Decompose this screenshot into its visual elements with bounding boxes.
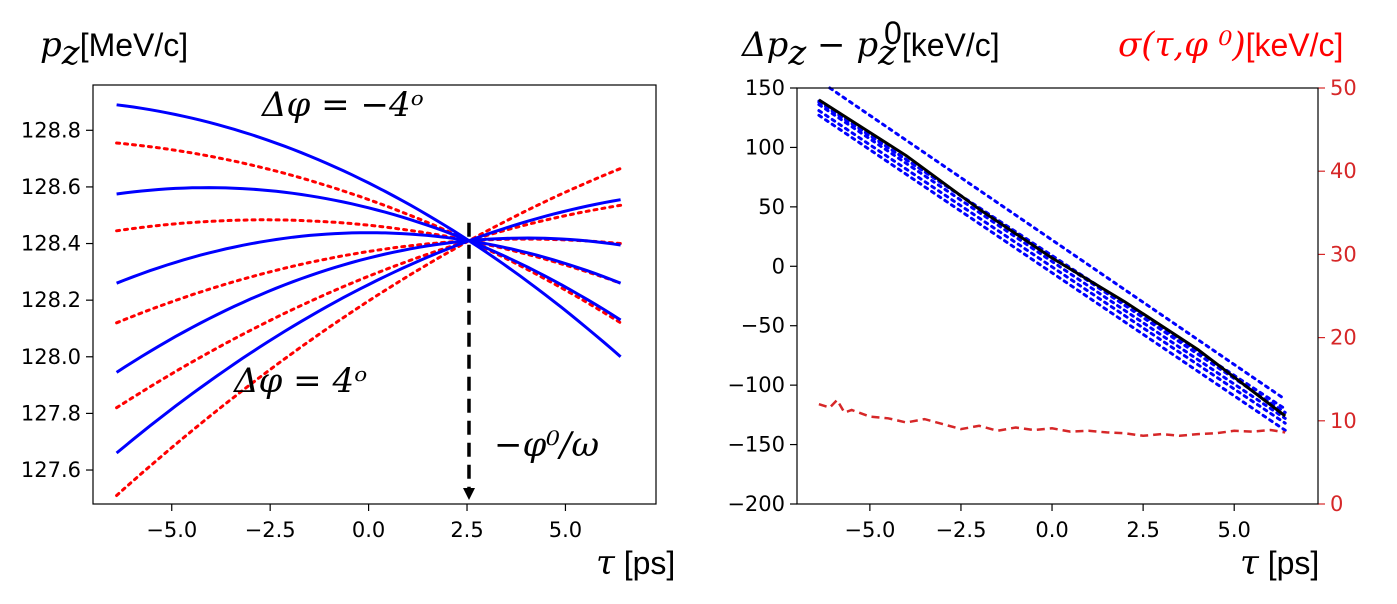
right-y2tick-label: 30 <box>1330 242 1357 266</box>
right-y2tick-label: 50 <box>1330 76 1357 100</box>
right-ylabel-secondary: σ(τ,φ ⁰)[keV/c] <box>1118 25 1343 65</box>
right-ytick-label: −200 <box>727 492 785 516</box>
left-dotted-series-1 <box>115 218 623 285</box>
left-axis-ticks: −5.0 −2.5 0.0 2.5 5.0 127.6 127.8 128.0 128.2 128… <box>21 118 582 542</box>
right-xtick-label: 5.0 <box>1217 518 1250 542</box>
right-chart: Δpz − pz0[keV/c] σ(τ,φ ⁰)[keV/c] −5.0 −2.… <box>727 15 1356 583</box>
right-xtick-label: −2.5 <box>935 518 986 542</box>
left-series-group <box>115 103 623 497</box>
pivot-arrow <box>462 222 475 500</box>
left-dotted-series-3 <box>115 203 623 410</box>
left-xtick-label: 0.0 <box>352 518 385 542</box>
left-plot-frame <box>92 84 657 505</box>
left-solid-series-4 <box>115 198 621 455</box>
right-ytick-label: 100 <box>745 135 785 159</box>
right-dotted-series-0 <box>817 103 1287 420</box>
right-dotted-series-3 <box>817 109 1287 425</box>
right-y2tick-label: 10 <box>1330 409 1357 433</box>
right-xlabel: τ [ps] <box>1240 543 1319 583</box>
left-xtick-label: −2.5 <box>245 518 296 542</box>
right-xtick-label: 0.0 <box>1035 518 1068 542</box>
right-axis-ticks: −5.0 −2.5 0.0 2.5 5.0−200−150−100−5005010015… <box>727 76 1356 542</box>
left-ytick-label: 128.6 <box>21 175 81 199</box>
annotation-bottom: Δφ = 4ᵒ <box>232 361 367 401</box>
right-ytick-label: −100 <box>727 373 785 397</box>
left-xtick-label: 5.0 <box>549 518 582 542</box>
right-dotted-series-2 <box>817 113 1287 432</box>
left-dotted-series-2 <box>115 237 623 325</box>
left-solid-series-1 <box>116 186 622 322</box>
right-plot-frame <box>796 87 1319 505</box>
right-ytick-label: 150 <box>745 76 785 100</box>
left-ylabel: pz[MeV/c] <box>40 25 188 73</box>
left-chart: pz[MeV/c] −5.0 −2.5 0.0 2.5 5.0 127.6 127.8 128… <box>21 25 675 583</box>
right-y2tick-label: 40 <box>1330 159 1357 183</box>
right-sigma-series <box>818 397 1286 438</box>
right-y2tick-label: 0 <box>1330 492 1343 516</box>
right-ylabel: Δpz − pz0[keV/c] <box>740 15 1000 73</box>
annotation-top: Δφ = −4ᵒ <box>260 85 424 125</box>
left-xtick-label: −5.0 <box>146 518 197 542</box>
right-ytick-label: −50 <box>741 314 785 338</box>
left-xlabel: τ [ps] <box>596 543 675 583</box>
right-ytick-label: 0 <box>772 254 785 278</box>
left-ytick-label: 128.4 <box>21 232 81 256</box>
left-dotted-series-0 <box>115 141 623 325</box>
right-xtick-label: 2.5 <box>1126 518 1159 542</box>
right-mean-series <box>818 98 1287 418</box>
left-ytick-label: 127.8 <box>21 401 81 425</box>
left-dotted-series-4 <box>115 167 623 497</box>
left-ytick-label: 128.8 <box>21 118 81 142</box>
left-ytick-label: 128.0 <box>21 345 81 369</box>
annotation-arrow-label: −φ⁰/ω <box>494 425 599 465</box>
right-xtick-label: −5.0 <box>844 518 895 542</box>
right-series-group <box>817 86 1287 438</box>
right-y2tick-label: 20 <box>1330 326 1357 350</box>
left-solid-series-2 <box>116 231 622 285</box>
right-ytick-label: 50 <box>758 195 785 219</box>
right-ytick-label: −150 <box>727 433 785 457</box>
left-solid-series-0 <box>116 103 622 358</box>
right-dotted-series-1 <box>828 86 1287 401</box>
left-solid-series-3 <box>115 236 621 374</box>
pivot-arrow-head <box>462 488 475 500</box>
left-xtick-label: 2.5 <box>450 518 483 542</box>
left-ytick-label: 127.6 <box>21 458 81 482</box>
left-ytick-label: 128.2 <box>21 288 81 312</box>
